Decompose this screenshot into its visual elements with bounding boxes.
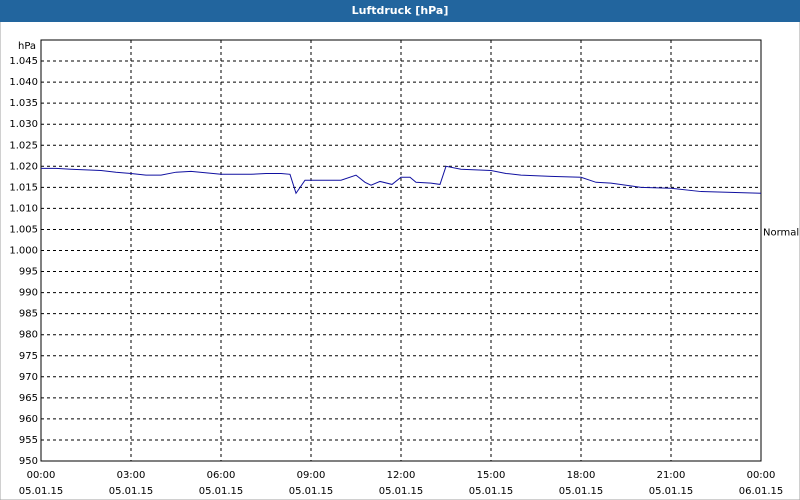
y-tick-label: 975 <box>19 351 38 362</box>
x-tick-date: 05.01.15 <box>469 486 514 497</box>
chart-title: Luftdruck [hPa] <box>352 4 449 17</box>
x-tick-date: 05.01.15 <box>109 486 154 497</box>
y-tick-label: 1.035 <box>9 98 38 109</box>
y-tick-label: 985 <box>19 309 38 320</box>
y-tick-label: 1.020 <box>9 161 38 172</box>
y-tick-label: 1.030 <box>9 119 38 130</box>
y-tick-label: 970 <box>19 372 38 383</box>
x-tick-date: 05.01.15 <box>19 486 64 497</box>
x-tick-date: 05.01.15 <box>649 486 694 497</box>
x-tick-date: 05.01.15 <box>559 486 604 497</box>
y-tick-label: 990 <box>19 288 38 299</box>
y-tick-label: 1.025 <box>9 140 38 151</box>
x-tick-label: 09:00 <box>297 470 326 481</box>
plot-frame <box>40 39 762 462</box>
y-tick-label: 1.005 <box>9 224 38 235</box>
x-tick-label: 15:00 <box>477 470 506 481</box>
y-tick-label: 950 <box>19 456 38 467</box>
y-tick-label: 1.015 <box>9 182 38 193</box>
x-tick-date: 05.01.15 <box>199 486 244 497</box>
x-tick-date: 05.01.15 <box>379 486 424 497</box>
y-unit: hPa <box>18 41 36 52</box>
y-tick-label: 955 <box>19 435 38 446</box>
y-tick-label: 980 <box>19 330 38 341</box>
x-tick-label: 12:00 <box>387 470 416 481</box>
y-tick-label: 1.010 <box>9 203 38 214</box>
y-tick-label: 1.040 <box>9 77 38 88</box>
x-tick-label: 00:00 <box>27 470 56 481</box>
x-tick-label: 03:00 <box>117 470 146 481</box>
x-tick-label: 21:00 <box>657 470 686 481</box>
title-bar <box>0 0 800 22</box>
y-tick-label: 960 <box>19 414 38 425</box>
reference-label: Normal <box>763 227 799 238</box>
data-line <box>41 165 762 195</box>
y-tick-label: 1.000 <box>9 246 38 257</box>
x-tick-label: 00:00 <box>747 470 776 481</box>
x-tick-label: 18:00 <box>567 470 596 481</box>
y-tick-label: 1.045 <box>9 56 38 67</box>
x-tick-label: 06:00 <box>207 470 236 481</box>
y-tick-label: 995 <box>19 267 38 278</box>
x-tick-date: 05.01.15 <box>289 486 334 497</box>
x-tick-date: 06.01.15 <box>739 486 784 497</box>
y-tick-label: 965 <box>19 393 38 404</box>
